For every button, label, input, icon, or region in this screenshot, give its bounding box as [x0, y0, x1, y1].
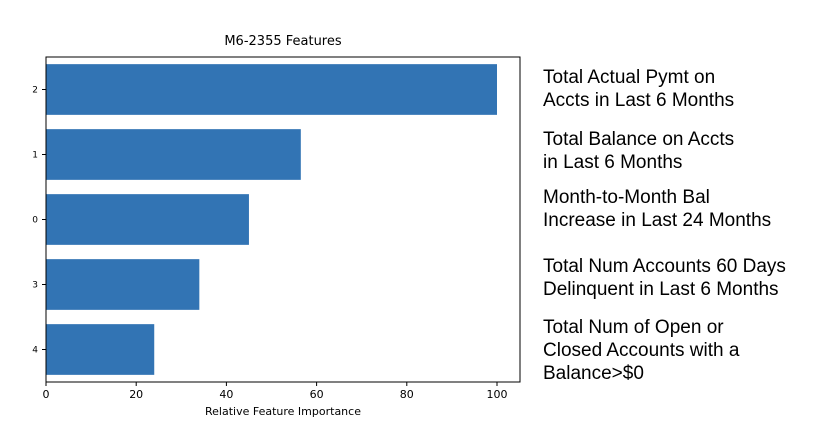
- bar-chart: M6-2355 Features 2 1 0 3 4 0 20 40 60 80 100 Rela…: [32, 34, 521, 418]
- x-axis-label: Relative Feature Importance: [205, 405, 361, 418]
- y-tick-label: 0: [32, 216, 38, 226]
- feature-label-0: Month-to-Month Bal Increase in Last 24 M…: [543, 187, 772, 231]
- plot-frame: [45, 56, 521, 383]
- chart-title: M6-2355 Features: [224, 34, 342, 49]
- feature-label-2: Total Actual Pymt on Accts in Last 6 Mon…: [543, 67, 735, 111]
- x-tick-label: 0: [43, 388, 50, 401]
- y-tick-label: 4: [32, 346, 38, 356]
- bar-3: [46, 259, 200, 310]
- y-tick-label: 3: [32, 281, 38, 291]
- y-tick-label: 1: [32, 151, 38, 161]
- bar-1: [46, 129, 301, 180]
- x-tick-label: 60: [310, 388, 324, 401]
- x-tick-label: 80: [400, 388, 414, 401]
- bar-2: [46, 64, 497, 115]
- feature-label-4: Total Num of Open or Closed Accounts wit…: [543, 317, 740, 384]
- bar-4: [46, 324, 155, 375]
- x-tick-label: 100: [487, 388, 508, 401]
- feature-label-3: Total Num Accounts 60 Days Delinquent in…: [543, 256, 786, 300]
- x-tick-label: 20: [129, 388, 143, 401]
- feature-label-1: Total Balance on Accts in Last 6 Months: [543, 129, 735, 173]
- y-tick-label: 2: [32, 86, 38, 96]
- x-tick-label: 40: [219, 388, 233, 401]
- bar-0: [46, 194, 249, 245]
